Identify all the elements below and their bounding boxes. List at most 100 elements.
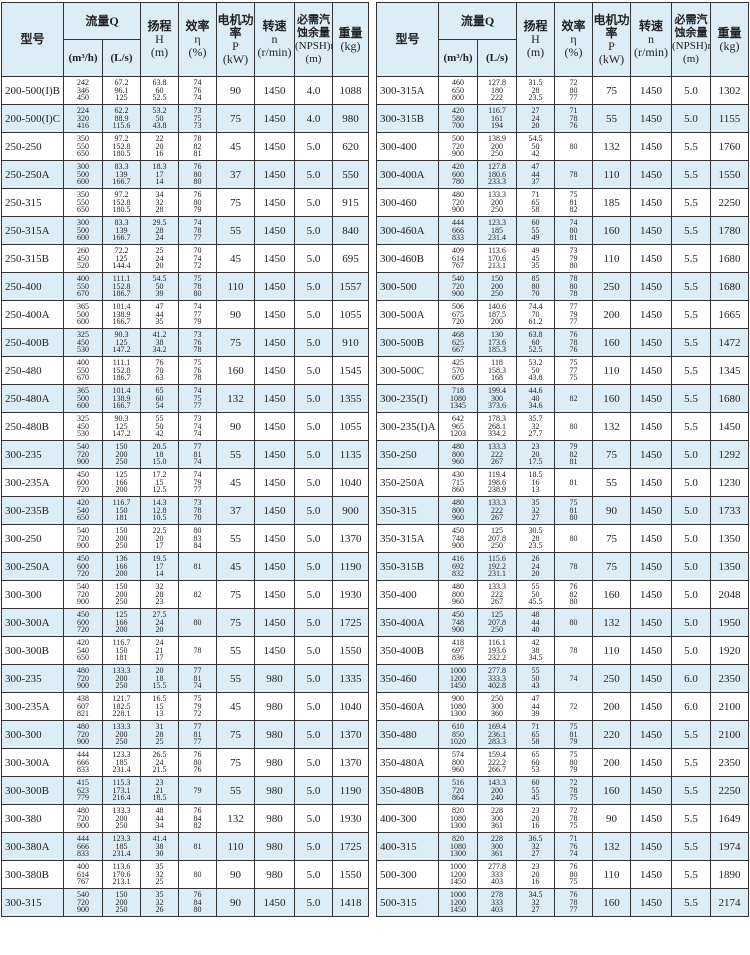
cell-value: 77 <box>569 905 578 915</box>
cell-weight: 1345 <box>710 356 749 385</box>
cell-speed: 1450 <box>630 860 672 889</box>
cell-npsh: 5.0 <box>294 356 333 385</box>
cell-model: 350-250A <box>376 468 439 497</box>
cell-value: 516 <box>452 778 464 788</box>
cell-flow-m3h: 242 346 450 <box>63 76 103 105</box>
cell-power: 132 <box>592 412 631 441</box>
cell-flow-m3h: 325 450 530 <box>63 412 103 441</box>
cell-efficiency: 82 <box>178 580 217 609</box>
table-row: 300-500A 506 675 720 140.6 187.5 200 74.4 70 61.2… <box>376 300 749 329</box>
cell-value: 185 <box>491 225 503 235</box>
cell-weight: 2100 <box>710 720 749 749</box>
cell-efficiency: 76 80 75 <box>554 860 593 889</box>
cell-model: 300-380 <box>1 804 64 833</box>
cell-value: 32 <box>531 897 540 907</box>
cell-value: 80 <box>569 261 578 271</box>
cell-model: 300-235 <box>1 440 64 469</box>
cell-value: 79 <box>569 765 578 775</box>
cell-head: 35.7 32 27.7 <box>516 412 555 441</box>
cell-flow-ls: 133.3 200 250 <box>102 720 141 749</box>
cell-weight: 1890 <box>710 860 749 889</box>
cell-value: 228.1 <box>112 709 131 719</box>
cell-value: 800 <box>452 757 464 767</box>
cell-head: 18.3 17 14 <box>140 160 179 189</box>
cell-speed: 1450 <box>630 468 672 497</box>
cell-flow-ls: 125 166 200 <box>102 468 141 497</box>
cell-value: 55 <box>531 582 540 592</box>
cell-value: 200 <box>115 589 128 599</box>
cell-value: 76 <box>193 190 202 200</box>
cell-value: 1000 <box>450 862 466 872</box>
table-row: 400-315 820 1080 1300 228 300 361 36.5 32 27 71 76 7… <box>376 832 749 861</box>
table-row: 350-315A 450 748 900 125 207.8 250 30.5 28 23.5 80… <box>376 524 749 553</box>
pump-spec-table-right: 型号 流量Q 扬程 H (m) 效率 η (%) 电机功率 P (kW) 转速 n (r/min… <box>376 2 749 917</box>
cell-model: 350-400B <box>376 636 439 665</box>
cell-flow-ls: 150 200 250 <box>102 524 141 553</box>
cell-value: 250 <box>491 694 503 704</box>
cell-efficiency: 77 81 77 <box>178 720 217 749</box>
cell-value: 76 <box>193 765 202 775</box>
table-row: 350-315 480 800 960 133.3 222 267 35 32 27 75 81 80 9… <box>376 496 749 525</box>
cell-value: 41.2 <box>152 330 167 340</box>
cell-value: 78 <box>193 645 202 655</box>
cell-value: 70 <box>193 513 202 523</box>
cell-speed: 1450 <box>630 328 672 357</box>
cell-power: 90 <box>216 300 255 329</box>
cell-value: 697 <box>452 645 464 655</box>
cell-value: 82 <box>569 589 578 599</box>
cell-flow-m3h: 420 540 650 <box>63 636 103 665</box>
cell-flow-m3h: 420 540 650 <box>63 496 103 525</box>
header-flow-m3h: (m³/h) <box>63 39 103 77</box>
cell-value: 74 <box>193 457 202 467</box>
cell-value: 55 <box>155 414 164 424</box>
cell-speed: 1450 <box>254 608 295 637</box>
cell-value: 74 <box>569 218 578 228</box>
cell-efficiency: 74 79 77 <box>178 468 217 497</box>
cell-value: 115.6 <box>488 554 506 564</box>
cell-value: 267 <box>491 597 503 607</box>
cell-value: 300 <box>491 701 503 711</box>
cell-efficiency: 74 75 77 <box>178 384 217 413</box>
cell-flow-m3h: 418 697 836 <box>438 636 478 665</box>
cell-power: 55 <box>216 216 255 245</box>
cell-value: 17.2 <box>152 470 167 480</box>
cell-flow-ls: 90.3 125 147.2 <box>102 328 141 357</box>
table-row: 250-400 400 550 670 111.1 152.8 186.7 54.5 50 39 7… <box>1 272 369 301</box>
cell-value: 125 <box>115 610 128 620</box>
cell-flow-m3h: 468 625 667 <box>438 328 478 357</box>
cell-speed: 1450 <box>254 552 295 581</box>
cell-value: 200 <box>115 533 128 543</box>
cell-value: 123.3 <box>488 218 506 228</box>
cell-value: 81 <box>569 233 578 243</box>
cell-value: 600 <box>77 561 89 571</box>
cell-value: 540 <box>77 505 89 515</box>
cell-flow-m3h: 300 500 600 <box>63 216 103 245</box>
cell-speed: 1450 <box>630 888 672 917</box>
cell-value: 123.3 <box>112 834 131 844</box>
cell-npsh: 5.5 <box>671 356 711 385</box>
cell-value: 800 <box>452 589 464 599</box>
cell-value: 77 <box>569 317 578 327</box>
cell-value: 49 <box>531 233 540 243</box>
cell-weight: 910 <box>332 328 369 357</box>
cell-value: 74 <box>193 218 202 228</box>
cell-value: 186.7 <box>112 289 131 299</box>
cell-speed: 1450 <box>630 160 672 189</box>
cell-power: 75 <box>216 328 255 357</box>
cell-value: 81 <box>569 505 578 515</box>
cell-value: 25 <box>155 737 164 747</box>
cell-value: 74 <box>193 253 202 263</box>
cell-value: 76 <box>569 121 578 131</box>
cell-flow-ls: 169.4 236.1 283.3 <box>477 720 517 749</box>
cell-value: 152.8 <box>112 365 131 375</box>
cell-value: 118 <box>491 358 503 368</box>
cell-npsh: 5.0 <box>294 664 333 693</box>
cell-npsh: 5.5 <box>671 888 711 917</box>
cell-value: 650 <box>77 653 89 663</box>
cell-efficiency: 77 79 77 <box>554 300 593 329</box>
cell-value: 77 <box>193 233 202 243</box>
cell-power: 55 <box>216 776 255 805</box>
cell-value: 450 <box>77 337 89 347</box>
cell-speed: 1450 <box>254 300 295 329</box>
cell-flow-m3h: 325 450 530 <box>63 328 103 357</box>
